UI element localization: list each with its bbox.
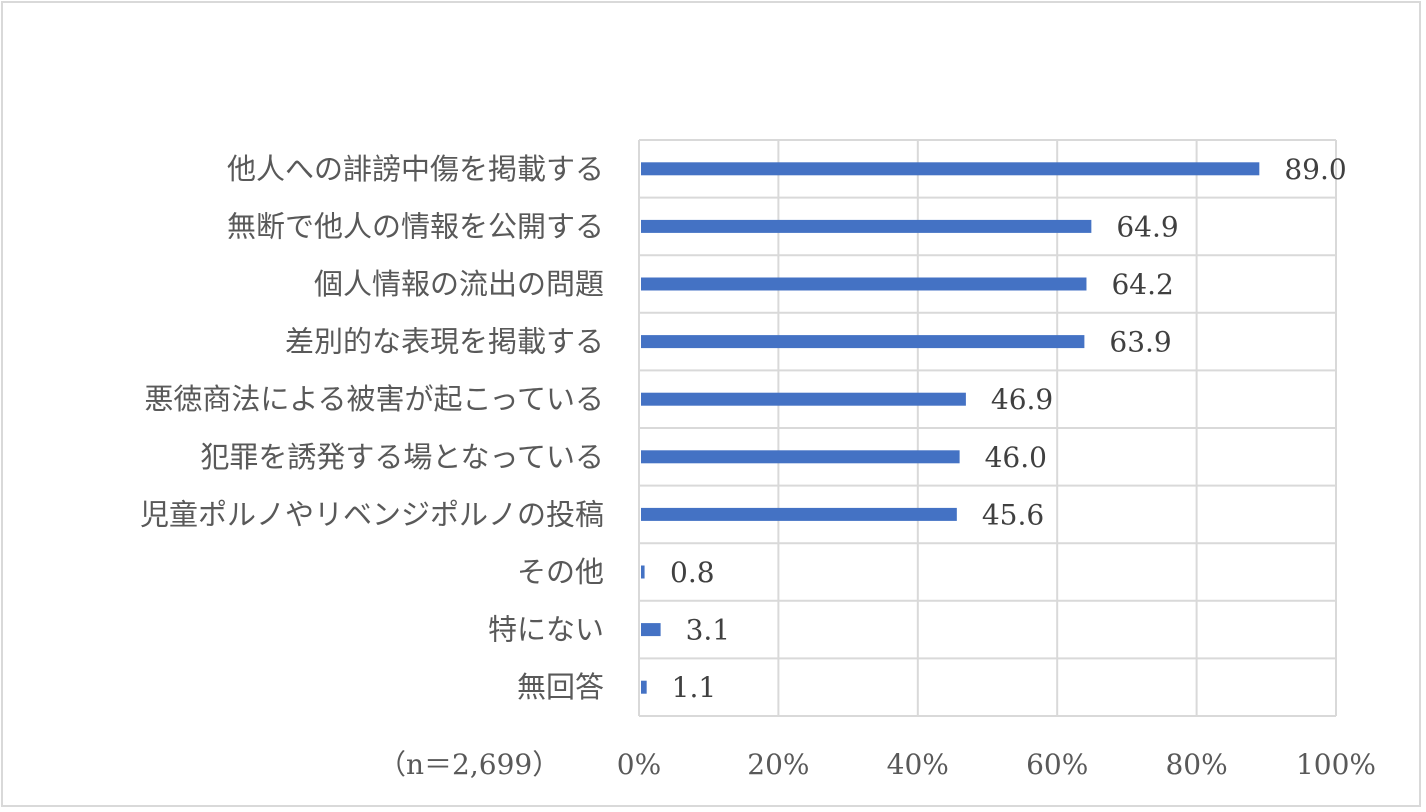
- x-tick-label: 60%: [1026, 748, 1088, 781]
- category-label: 無回答: [517, 670, 604, 704]
- x-tick-label: 80%: [1165, 748, 1227, 781]
- grid: [638, 139, 1337, 717]
- x-tick-label: 100%: [1296, 748, 1376, 781]
- category-label: 犯罪を誘発する場となっている: [200, 440, 604, 474]
- bar: [641, 162, 1260, 176]
- bar: [641, 277, 1087, 291]
- bar: [641, 565, 645, 579]
- bar: [641, 450, 960, 464]
- labels: 0% 20% 40% 60% 80% 100% 他人への誹謗中傷を掲載する 89.0 無断で他人…: [140, 152, 1376, 781]
- x-tick-label: 20%: [747, 748, 809, 781]
- bar: [641, 392, 966, 406]
- value-label: 46.0: [985, 441, 1047, 474]
- category-label: 差別的な表現を掲載する: [285, 325, 604, 359]
- value-label: 0.8: [670, 556, 715, 589]
- category-label: 他人への誹謗中傷を掲載する: [227, 152, 604, 186]
- value-label: 45.6: [982, 498, 1044, 531]
- sample-size-note: （n＝2,699）: [378, 748, 560, 781]
- bars: [641, 162, 1260, 694]
- value-label: 64.9: [1116, 210, 1178, 243]
- bar: [641, 507, 957, 521]
- category-label: 特にない: [488, 613, 604, 647]
- category-label: 無断で他人の情報を公開する: [227, 209, 604, 243]
- bar: [641, 680, 647, 694]
- bar: [641, 335, 1085, 349]
- x-tick-label: 0%: [617, 748, 661, 781]
- x-tick-label: 40%: [887, 748, 949, 781]
- bar: [641, 623, 661, 637]
- value-label: 3.1: [686, 614, 731, 647]
- category-label: 個人情報の流出の問題: [314, 267, 604, 301]
- category-label: 悪徳商法による被害が起こっている: [144, 382, 604, 416]
- value-label: 1.1: [672, 671, 717, 704]
- value-label: 89.0: [1284, 153, 1346, 186]
- category-label: 児童ポルノやリベンジポルノの投稿: [140, 497, 604, 531]
- bar: [641, 219, 1092, 233]
- value-label: 46.9: [991, 383, 1053, 416]
- category-label: その他: [517, 555, 604, 589]
- value-label: 63.9: [1109, 326, 1171, 359]
- value-label: 64.2: [1111, 268, 1173, 301]
